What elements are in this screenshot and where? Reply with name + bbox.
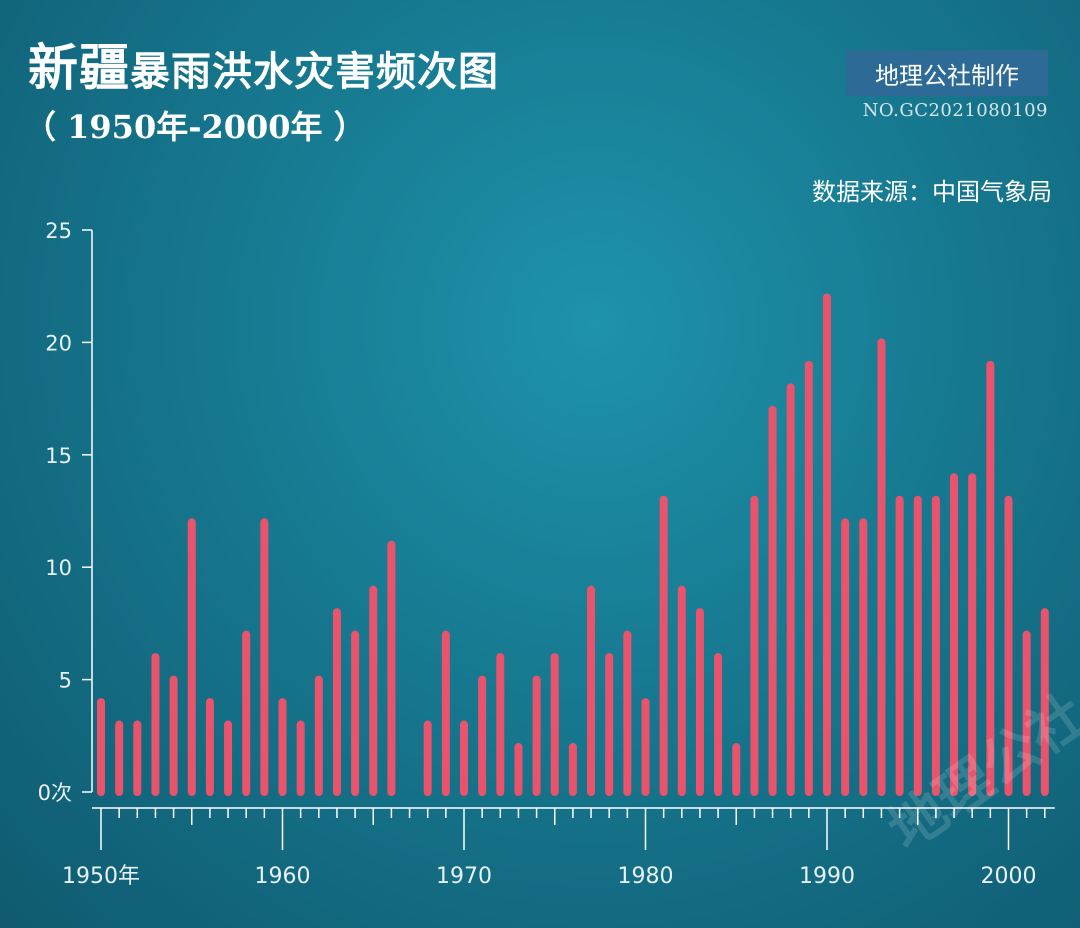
chart-subtitle: （ 1950年-2000年 ）: [24, 108, 366, 146]
y-tick-label: 0次: [38, 781, 72, 805]
data-source: 数据来源：中国气象局: [812, 178, 1052, 206]
y-tick-label: 10: [45, 556, 72, 580]
y-tick-label: 15: [45, 444, 72, 468]
chart-title: 新疆暴雨洪水灾害频次图: [28, 38, 499, 97]
x-tick-label: 1990: [799, 864, 855, 889]
x-tick-label: 2000: [981, 864, 1037, 889]
y-tick-label: 25: [45, 219, 72, 243]
y-tick-label: 5: [59, 669, 72, 693]
x-tick-label: 1970: [436, 864, 492, 889]
serial-code: NO.GC2021080109: [862, 100, 1048, 121]
y-tick-label: 20: [45, 331, 72, 355]
x-tick-label: 1960: [255, 864, 311, 889]
brand-badge: 地理公社制作: [846, 50, 1048, 96]
x-tick-label: 1950年: [62, 864, 140, 889]
x-tick-label: 1980: [618, 864, 674, 889]
